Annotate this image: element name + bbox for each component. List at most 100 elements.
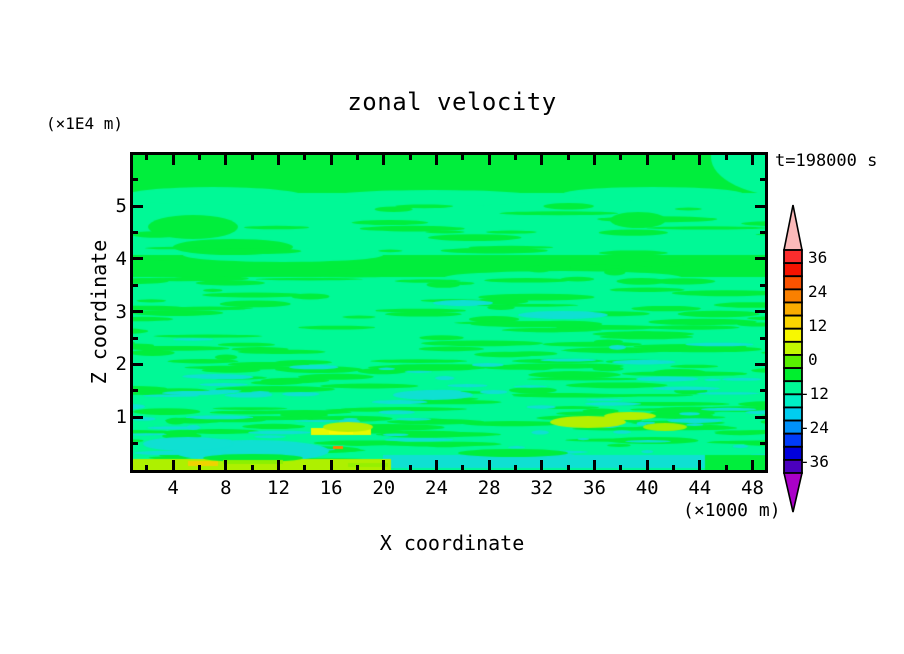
x-major-tick-top bbox=[645, 155, 649, 165]
colorbar-label: 24 bbox=[808, 282, 828, 301]
colorbar-segment-6 bbox=[783, 327, 803, 343]
colorbar-segment-3 bbox=[783, 288, 803, 304]
colorbar-segment-7 bbox=[783, 340, 803, 356]
y-tick-label: 2 bbox=[115, 353, 127, 376]
y-minor-tick bbox=[133, 178, 138, 182]
y-minor-tick bbox=[133, 283, 138, 287]
x-major-tick-top bbox=[487, 155, 491, 165]
x-tick-label: 32 bbox=[530, 477, 554, 499]
x-minor-tick-top bbox=[724, 155, 728, 160]
colorbar-label: -36 bbox=[800, 452, 829, 471]
x-major-tick-top bbox=[540, 155, 544, 165]
colorbar-arrow-top bbox=[783, 204, 803, 251]
y-major-tick bbox=[133, 310, 143, 314]
x-major-tick bbox=[382, 460, 386, 470]
y-major-tick bbox=[133, 415, 143, 419]
plot-frame bbox=[130, 152, 768, 473]
x-minor-tick-top bbox=[461, 155, 465, 160]
x-tick-label: 24 bbox=[425, 477, 448, 499]
colorbar-label: 12 bbox=[808, 316, 828, 335]
x-major-tick-top bbox=[171, 155, 175, 165]
y-axis-unit-label: (×1E4 m) bbox=[46, 114, 124, 133]
y-tick-label: 4 bbox=[115, 247, 127, 270]
colorbar-segment-1 bbox=[783, 262, 803, 278]
colorbar-segment-4 bbox=[783, 301, 803, 317]
x-major-tick bbox=[487, 460, 491, 470]
y-minor-tick-right bbox=[760, 336, 765, 340]
y-major-tick bbox=[133, 204, 143, 208]
y-minor-tick-right bbox=[760, 389, 765, 393]
x-minor-tick bbox=[724, 465, 728, 470]
x-major-tick bbox=[698, 460, 702, 470]
x-minor-tick bbox=[619, 465, 623, 470]
colorbar-label: 36 bbox=[808, 248, 828, 267]
x-major-tick bbox=[276, 460, 280, 470]
x-tick-label: 20 bbox=[372, 477, 396, 499]
y-minor-tick-right bbox=[760, 178, 765, 182]
x-major-tick-top bbox=[592, 155, 596, 165]
y-major-tick bbox=[133, 362, 143, 366]
x-tick-label: 28 bbox=[477, 477, 501, 499]
x-minor-tick-top bbox=[513, 155, 517, 160]
x-major-tick bbox=[434, 460, 438, 470]
x-tick-label: 44 bbox=[688, 477, 712, 499]
y-major-tick bbox=[133, 257, 143, 261]
x-major-tick bbox=[329, 460, 333, 470]
y-major-tick-right bbox=[755, 362, 765, 366]
x-minor-tick bbox=[250, 465, 254, 470]
colorbar-segment-9 bbox=[783, 367, 803, 383]
x-minor-tick-top bbox=[303, 155, 307, 160]
x-tick-label: 40 bbox=[635, 477, 659, 499]
x-axis-title: X coordinate bbox=[379, 531, 525, 555]
x-major-tick-top bbox=[329, 155, 333, 165]
x-minor-tick-top bbox=[355, 155, 359, 160]
x-tick-label: 16 bbox=[319, 477, 343, 499]
y-major-tick-right bbox=[755, 204, 765, 208]
y-minor-tick bbox=[133, 336, 138, 340]
y-tick-label: 1 bbox=[115, 406, 127, 429]
y-minor-tick-right bbox=[760, 283, 765, 287]
x-minor-tick bbox=[461, 465, 465, 470]
x-minor-tick bbox=[303, 465, 307, 470]
y-minor-tick-right bbox=[760, 231, 765, 235]
colorbar-segment-0 bbox=[783, 249, 803, 265]
x-tick-label: 12 bbox=[267, 477, 290, 499]
x-minor-tick bbox=[355, 465, 359, 470]
x-minor-tick-top bbox=[408, 155, 412, 160]
x-minor-tick bbox=[197, 465, 201, 470]
x-axis-unit-label: (×1000 m) bbox=[683, 500, 781, 521]
x-tick-label: 8 bbox=[220, 477, 232, 499]
colorbar-arrow-bottom bbox=[782, 472, 804, 513]
plot-title: zonal velocity bbox=[347, 88, 557, 116]
y-major-tick-right bbox=[755, 310, 765, 314]
x-major-tick bbox=[592, 460, 596, 470]
x-minor-tick bbox=[671, 465, 675, 470]
time-annotation: t=198000 s bbox=[775, 151, 878, 171]
x-major-tick-top bbox=[224, 155, 228, 165]
y-minor-tick bbox=[133, 442, 138, 446]
y-minor-tick bbox=[133, 389, 138, 393]
x-minor-tick-top bbox=[619, 155, 623, 160]
x-minor-tick bbox=[513, 465, 517, 470]
x-major-tick bbox=[645, 460, 649, 470]
colorbar-label: -12 bbox=[800, 384, 829, 403]
x-minor-tick-top bbox=[197, 155, 201, 160]
x-major-tick-top bbox=[750, 155, 754, 165]
x-major-tick-top bbox=[434, 155, 438, 165]
x-tick-label: 36 bbox=[583, 477, 606, 499]
x-tick-label: 48 bbox=[741, 477, 764, 499]
colorbar-segment-2 bbox=[783, 275, 803, 291]
x-minor-tick bbox=[408, 465, 412, 470]
x-tick-label: 4 bbox=[167, 477, 179, 499]
x-major-tick-top bbox=[698, 155, 702, 165]
x-minor-tick bbox=[566, 465, 570, 470]
y-minor-tick bbox=[133, 231, 138, 235]
colorbar-label: -24 bbox=[800, 418, 829, 437]
x-major-tick bbox=[750, 460, 754, 470]
y-tick-label: 5 bbox=[115, 195, 127, 218]
y-major-tick-right bbox=[755, 415, 765, 419]
contour-field bbox=[133, 155, 765, 470]
x-major-tick-top bbox=[382, 155, 386, 165]
x-major-tick-top bbox=[276, 155, 280, 165]
